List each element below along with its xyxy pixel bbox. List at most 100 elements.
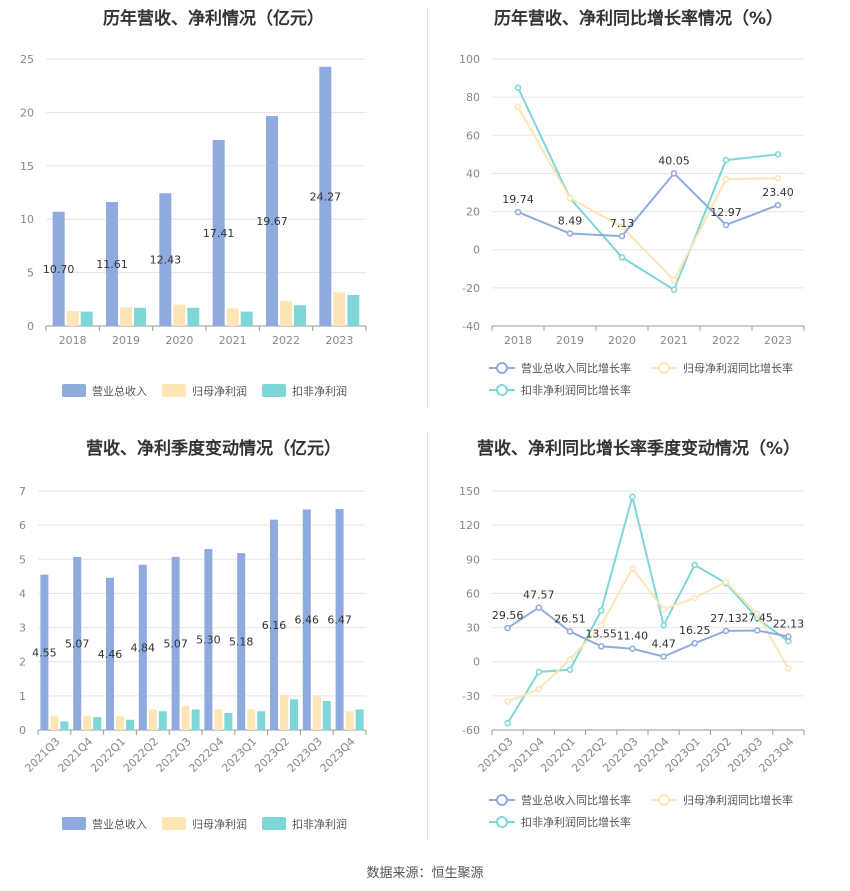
legend-swatch bbox=[162, 817, 186, 830]
y-tick-label: 40 bbox=[466, 167, 480, 180]
legend-label: 扣非净利润 bbox=[292, 384, 347, 398]
chart-title: 历年营收、净利情况（亿元） bbox=[103, 9, 324, 29]
legend-marker bbox=[496, 362, 508, 374]
data-label: 29.56 bbox=[492, 609, 523, 622]
data-point bbox=[597, 607, 605, 614]
bar bbox=[280, 695, 288, 730]
y-tick-label: 20 bbox=[20, 106, 34, 119]
legend-label: 营业总收入同比增长率 bbox=[521, 361, 631, 375]
data-source-note: 数据来源：恒生聚源 bbox=[366, 866, 484, 881]
bar bbox=[52, 211, 65, 326]
bar bbox=[280, 300, 292, 326]
chart-svg: 012345672021Q32021Q42022Q12022Q22022Q320… bbox=[19, 485, 367, 831]
legend-marker bbox=[496, 384, 508, 396]
legend-marker bbox=[658, 794, 670, 806]
y-tick-label: 4 bbox=[19, 587, 26, 600]
data-point bbox=[618, 254, 626, 261]
data-label: 7.13 bbox=[610, 217, 635, 230]
y-tick-label: 30 bbox=[466, 622, 480, 635]
bar bbox=[158, 711, 167, 730]
x-tick-label: 2022Q2 bbox=[121, 735, 161, 775]
annual-growth-rate-chart: 历年营收、净利同比增长率情况（%） -40 -20 0 20 40 60 80 100 2018… bbox=[427, 0, 850, 420]
data-point bbox=[691, 561, 699, 569]
legend-label: 营业总收入 bbox=[92, 817, 147, 831]
bar bbox=[240, 311, 253, 326]
y-tick-label: 80 bbox=[466, 91, 480, 104]
data-point bbox=[722, 156, 730, 164]
series-line bbox=[507, 606, 789, 658]
legend-label: 归母净利润 bbox=[192, 384, 247, 398]
x-tick-label: 2020 bbox=[165, 334, 193, 347]
legend-label: 营业总收入同比增长率 bbox=[521, 793, 631, 807]
y-tick-label: 0 bbox=[27, 320, 34, 333]
data-point bbox=[774, 151, 782, 158]
y-tick-label: 90 bbox=[466, 553, 480, 566]
bar bbox=[126, 719, 134, 730]
bar bbox=[290, 699, 298, 730]
data-label: 4.46 bbox=[98, 648, 123, 661]
x-tick-label: 2022Q1 bbox=[88, 735, 128, 775]
bar bbox=[247, 709, 256, 730]
data-label: 27.45 bbox=[741, 611, 773, 624]
y-tick-label: 5 bbox=[19, 553, 26, 566]
legend-label: 归母净利润同比增长率 bbox=[683, 361, 793, 375]
vertical-divider-top bbox=[427, 8, 428, 408]
annual-revenue-profit-chart: 历年营收、净利情况（亿元） 0 5 10 15 20 25 2018 2019 2020 2021… bbox=[0, 0, 427, 420]
data-point bbox=[597, 643, 605, 650]
y-tick-label: 6 bbox=[19, 519, 26, 532]
x-tick-label: 2023Q1 bbox=[219, 735, 259, 775]
chart-svg: -60-3003060901201502021Q32021Q42022Q1202… bbox=[459, 485, 805, 829]
data-label: 12.43 bbox=[150, 254, 182, 267]
series-line bbox=[517, 171, 779, 238]
data-point bbox=[514, 84, 522, 91]
data-point bbox=[566, 194, 574, 202]
series-line bbox=[517, 87, 779, 292]
data-point bbox=[774, 174, 782, 182]
bar bbox=[212, 140, 225, 326]
x-tick-label: 2021Q3 bbox=[22, 735, 62, 775]
legend-label: 归母净利润同比增长率 bbox=[683, 793, 793, 807]
data-label: 22.13 bbox=[773, 618, 805, 631]
chart-svg: 0 5 10 15 20 25 2018 2019 2020 2021 2022 2023 10.70 1… bbox=[20, 53, 367, 398]
data-label: 4.84 bbox=[131, 641, 156, 654]
bar bbox=[50, 716, 59, 730]
data-point bbox=[670, 286, 678, 294]
data-point bbox=[722, 627, 730, 635]
x-tick-label: 2023Q4 bbox=[318, 735, 358, 775]
x-tick-label: 2021 bbox=[219, 334, 247, 347]
data-label: 5.30 bbox=[196, 634, 221, 647]
bar bbox=[159, 193, 172, 326]
data-label: 19.74 bbox=[502, 193, 534, 206]
data-label: 6.47 bbox=[327, 614, 352, 627]
bar bbox=[187, 307, 200, 326]
data-label: 10.70 bbox=[43, 263, 75, 276]
data-point bbox=[566, 666, 574, 673]
data-point bbox=[504, 698, 511, 705]
legend-marker bbox=[658, 362, 670, 374]
bar bbox=[93, 717, 102, 730]
bar bbox=[66, 311, 79, 326]
x-tick-label: 2022Q4 bbox=[186, 735, 226, 775]
data-label: 17.41 bbox=[203, 227, 235, 240]
data-point bbox=[566, 628, 574, 635]
data-label: 4.47 bbox=[651, 638, 676, 651]
data-label: 47.57 bbox=[523, 589, 555, 602]
data-point bbox=[660, 622, 667, 629]
bar bbox=[138, 564, 147, 730]
bar bbox=[120, 307, 132, 326]
data-point bbox=[504, 719, 511, 727]
quarterly-revenue-profit-chart: 营收、净利季度变动情况（亿元） 0 1 2 3 4 5 6 7 2021Q3 2021Q4 2022… bbox=[0, 425, 427, 850]
y-tick-label: 3 bbox=[19, 622, 26, 635]
bar bbox=[257, 711, 266, 730]
bar bbox=[312, 696, 321, 730]
y-tick-label: 2 bbox=[19, 656, 26, 669]
data-point bbox=[753, 610, 761, 618]
x-tick-label: 2019 bbox=[112, 334, 140, 347]
data-label: 5.18 bbox=[229, 636, 254, 649]
chart-title: 历年营收、净利同比增长率情况（%） bbox=[493, 9, 784, 29]
bar bbox=[173, 304, 186, 326]
vertical-divider-bottom bbox=[427, 432, 428, 840]
data-point bbox=[629, 645, 636, 652]
quarterly-growth-rate-chart: 营收、净利同比增长率季度变动情况（%） -60 -30 0 30 60 90 120 150 2… bbox=[427, 425, 850, 850]
data-point bbox=[722, 221, 730, 229]
